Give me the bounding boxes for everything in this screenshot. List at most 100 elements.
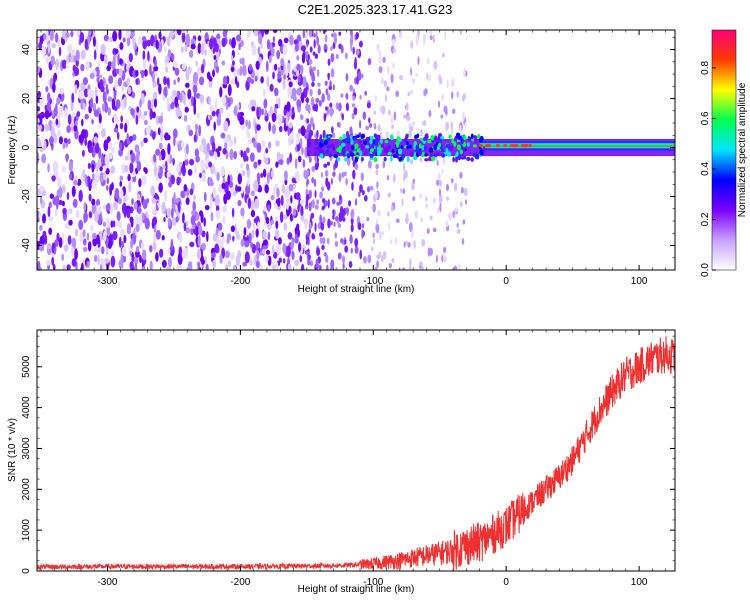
noise-cell [231, 37, 236, 49]
noise-cell [167, 248, 171, 255]
noise-cell [317, 88, 321, 96]
noise-cell [255, 260, 260, 269]
noise-cell [44, 109, 50, 120]
noise-cell [150, 185, 156, 197]
noise-cell [456, 223, 459, 228]
noise-cell [121, 246, 127, 257]
noise-cell [297, 228, 300, 238]
noise-cell [200, 43, 205, 56]
noise-cell [387, 109, 391, 116]
noise-cell [291, 130, 294, 141]
noise-cell [291, 87, 297, 98]
noise-cell [62, 207, 67, 215]
noise-cell [190, 43, 196, 50]
noise-cell [400, 187, 403, 194]
noise-cell [109, 233, 112, 246]
noise-cell [352, 46, 355, 55]
noise-cell [67, 235, 72, 245]
noise-cell [283, 73, 286, 81]
signal-cell [383, 156, 387, 162]
noise-cell [329, 102, 333, 108]
noise-cell [350, 247, 353, 254]
noise-cell [300, 45, 307, 52]
noise-cell [127, 86, 132, 95]
signal-cell [377, 149, 382, 155]
noise-cell [348, 260, 353, 268]
noise-cell [326, 161, 330, 166]
noise-cell [270, 170, 274, 178]
noise-cell [391, 257, 395, 263]
noise-cell [127, 173, 131, 182]
noise-cell [64, 223, 70, 229]
noise-cell [345, 177, 348, 186]
spectrogram-cells [37, 30, 675, 270]
noise-cell [312, 66, 317, 72]
noise-cell [308, 254, 311, 261]
noise-cell [51, 256, 55, 266]
signal-cell [320, 148, 324, 154]
noise-cell [162, 163, 166, 170]
noise-cell [104, 154, 110, 166]
noise-cell [192, 201, 196, 213]
noise-cell [155, 39, 159, 50]
noise-cell [362, 111, 367, 120]
noise-cell [266, 39, 271, 50]
noise-cell [279, 211, 284, 223]
noise-cell [264, 115, 269, 122]
noise-cell [203, 191, 207, 202]
signal-cell [435, 152, 440, 156]
noise-cell [176, 30, 182, 36]
noise-cell [213, 151, 218, 161]
noise-cell [374, 267, 378, 270]
noise-cell [83, 238, 87, 246]
noise-cell [330, 46, 333, 51]
noise-cell [267, 231, 271, 241]
noise-cell [112, 230, 118, 241]
noise-cell [390, 239, 393, 245]
noise-cell [415, 72, 419, 77]
signal-cell [455, 156, 458, 163]
noise-cell [384, 93, 387, 103]
noise-cell [385, 132, 390, 139]
noise-cell [438, 76, 443, 85]
signal-cell [350, 152, 355, 157]
noise-cell [39, 224, 43, 231]
noise-cell [40, 234, 46, 247]
noise-cell [91, 118, 94, 125]
noise-cell [355, 35, 359, 40]
noise-cell [121, 84, 125, 93]
noise-cell [236, 186, 242, 192]
noise-cell [321, 186, 325, 192]
noise-cell [367, 58, 372, 66]
noise-cell [102, 91, 107, 103]
noise-cell [163, 216, 166, 223]
x-tick-label: -100 [363, 276, 383, 287]
noise-cell [189, 158, 195, 166]
noise-cell [245, 147, 250, 154]
noise-cell [265, 147, 269, 154]
noise-cell [52, 264, 56, 270]
noise-cell [167, 49, 172, 58]
noise-cell [382, 56, 386, 63]
signal-cell [320, 140, 324, 144]
noise-cell [135, 69, 139, 77]
noise-cell [196, 112, 200, 119]
noise-cell [304, 220, 308, 230]
noise-cell [357, 71, 362, 81]
noise-cell [294, 170, 300, 183]
noise-cell [191, 210, 195, 216]
noise-cell [57, 176, 62, 189]
noise-cell [105, 249, 109, 256]
noise-cell [387, 65, 390, 76]
noise-cell [339, 194, 342, 201]
noise-cell [404, 241, 409, 246]
noise-cell [70, 246, 75, 257]
noise-cell [289, 213, 293, 222]
noise-cell [215, 65, 220, 74]
noise-cell [47, 163, 50, 173]
noise-cell [211, 252, 216, 259]
noise-cell [260, 172, 264, 179]
noise-cell [311, 165, 316, 172]
noise-cell [106, 65, 111, 72]
noise-cell [93, 109, 99, 117]
